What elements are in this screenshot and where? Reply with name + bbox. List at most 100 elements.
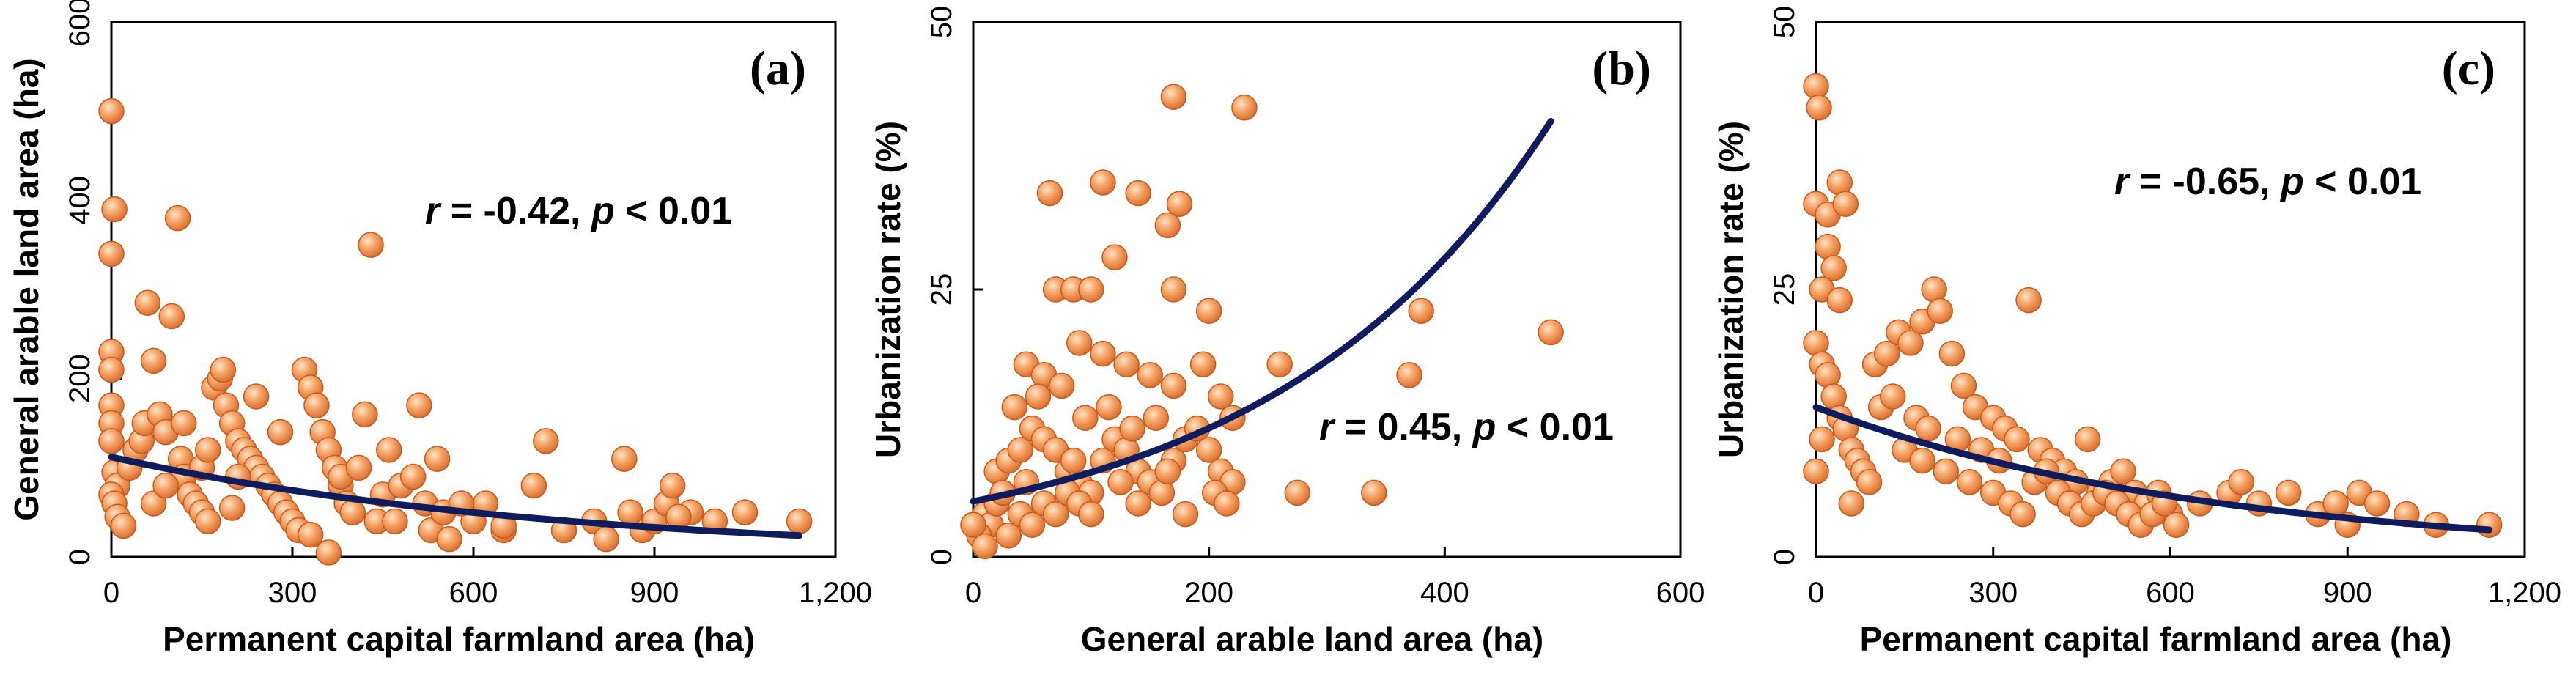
data-point <box>2009 501 2036 528</box>
data-point <box>352 401 378 428</box>
data-point <box>1856 469 1883 495</box>
data-point <box>1909 447 1935 474</box>
x-axis-title: Permanent capital farmland area (ha) <box>163 620 755 658</box>
data-point <box>611 446 638 472</box>
x-tick-label: 1,200 <box>2488 577 2561 609</box>
data-point <box>243 383 270 410</box>
data-point <box>1195 298 1222 324</box>
data-point <box>2015 287 2042 314</box>
fit-curve <box>108 454 803 539</box>
data-point <box>2004 426 2030 453</box>
x-tick-label: 300 <box>1968 577 2018 609</box>
data-point <box>1915 416 1941 442</box>
data-point <box>98 240 125 267</box>
data-point <box>2363 490 2391 517</box>
data-point <box>786 508 813 535</box>
data-point <box>1172 501 1199 528</box>
data-point <box>194 508 221 535</box>
annotation-r-label: r <box>425 190 442 232</box>
data-point <box>1125 180 1151 207</box>
data-point <box>1208 383 1234 410</box>
data-point <box>1160 84 1187 110</box>
x-axis-title: Permanent capital farmland area (ha) <box>1860 620 2452 658</box>
data-point <box>1160 372 1187 399</box>
y-tick-label: 200 <box>64 354 96 403</box>
x-tick-label: 300 <box>268 577 317 609</box>
x-tick-label: 900 <box>630 577 679 609</box>
data-point <box>1007 437 1034 463</box>
data-point <box>140 347 167 374</box>
data-point <box>98 428 125 454</box>
data-point <box>1001 394 1028 421</box>
x-axis-title: General arable land area (ha) <box>1081 620 1544 658</box>
data-point <box>2476 512 2503 538</box>
data-point <box>164 204 191 232</box>
data-point <box>1803 458 1829 484</box>
x-tick-label: 600 <box>2146 577 2195 609</box>
data-point <box>1113 351 1140 377</box>
y-tick-label: 50 <box>926 6 958 39</box>
data-point <box>731 499 759 525</box>
data-point <box>533 428 559 454</box>
scatter-panel-2: 0 200 400 600 0 25 50 General arable land area … <box>869 6 1705 658</box>
data-point <box>1927 298 1953 324</box>
data-point <box>1154 458 1181 484</box>
data-point <box>520 472 547 499</box>
data-point <box>1396 362 1422 388</box>
fit-curve <box>1812 404 2493 534</box>
data-point <box>1195 437 1222 463</box>
data-point <box>158 303 185 330</box>
data-point <box>1143 405 1170 431</box>
data-point <box>375 437 402 463</box>
y-tick-label: 50 <box>1768 6 1801 39</box>
x-tick-label: 400 <box>1420 577 1469 609</box>
data-point <box>1826 287 1853 314</box>
data-point <box>218 495 246 521</box>
data-point <box>1538 319 1564 346</box>
y-tick-label: 600 <box>64 0 96 46</box>
data-point <box>1933 458 1960 484</box>
data-point <box>345 454 372 481</box>
data-point <box>1284 479 1311 506</box>
data-point <box>1019 512 1046 538</box>
annotation-r-label: r <box>1319 406 1336 448</box>
y-tick-label: 0 <box>926 549 958 565</box>
data-point <box>1838 490 1865 517</box>
data-point <box>1897 330 1924 356</box>
data-point <box>134 289 161 316</box>
data-point <box>995 523 1022 549</box>
data-point <box>1154 212 1181 239</box>
data-point <box>1036 180 1063 207</box>
x-tick-label: 0 <box>1808 577 1824 609</box>
data-point <box>1066 330 1093 356</box>
panel-label: (c) <box>2442 42 2495 95</box>
data-point <box>1938 340 1966 367</box>
y-tick-label: 25 <box>1768 273 1801 306</box>
data-point <box>424 446 451 472</box>
data-point <box>1090 169 1116 196</box>
panel-label: (a) <box>750 42 806 95</box>
data-point <box>1189 351 1217 377</box>
data-point <box>1166 191 1193 217</box>
data-point <box>1820 255 1847 281</box>
data-point <box>2163 512 2190 538</box>
data-point <box>267 418 294 446</box>
y-tick-label: 25 <box>926 273 958 306</box>
data-point <box>297 521 324 548</box>
data-point <box>1231 95 1258 121</box>
data-point <box>2275 479 2302 506</box>
y-axis-title: General arable land area (ha) <box>7 58 45 521</box>
data-point <box>1803 73 1829 100</box>
annotation-p-text: < 0.01 <box>1496 406 1613 448</box>
y-tick-label: 0 <box>1768 549 1801 565</box>
x-tick-label: 0 <box>103 577 119 609</box>
y-tick-label: 0 <box>64 549 96 565</box>
data-point <box>382 508 408 535</box>
data-point <box>1048 372 1075 399</box>
data-point <box>171 410 197 437</box>
data-point <box>972 533 998 560</box>
data-point <box>1214 490 1240 517</box>
y-axis-title: Urbanization rate (%) <box>1712 121 1750 458</box>
data-point <box>1107 469 1134 495</box>
